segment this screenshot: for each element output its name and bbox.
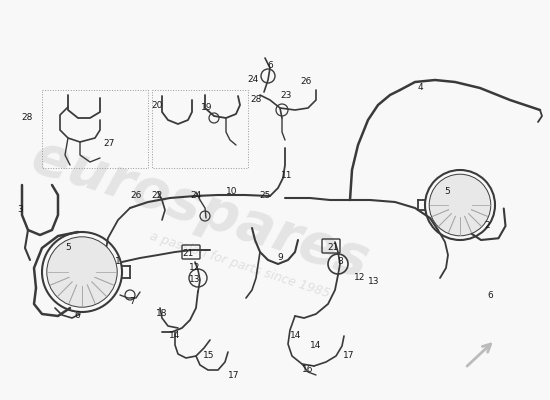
- Text: 13: 13: [368, 278, 379, 286]
- Text: 7: 7: [129, 298, 135, 306]
- Text: 22: 22: [151, 192, 163, 200]
- Text: 10: 10: [226, 188, 238, 196]
- Text: 28: 28: [21, 114, 32, 122]
- Circle shape: [429, 174, 491, 236]
- Text: 11: 11: [281, 172, 293, 180]
- Text: 12: 12: [354, 274, 366, 282]
- Text: 20: 20: [151, 100, 163, 110]
- Text: 15: 15: [204, 352, 214, 360]
- Text: 1: 1: [115, 258, 121, 266]
- Text: 17: 17: [228, 370, 240, 380]
- Text: 24: 24: [248, 76, 258, 84]
- Text: 5: 5: [444, 186, 450, 196]
- Text: 27: 27: [103, 138, 115, 148]
- Text: eurospares: eurospares: [25, 130, 375, 290]
- Text: 14: 14: [310, 340, 322, 350]
- Text: 13: 13: [189, 276, 201, 284]
- Text: 18: 18: [156, 308, 168, 318]
- Text: 24: 24: [190, 192, 202, 200]
- Text: 21: 21: [327, 244, 339, 252]
- Text: 26: 26: [130, 192, 142, 200]
- Text: 17: 17: [343, 350, 355, 360]
- Text: 6: 6: [487, 290, 493, 300]
- Text: 14: 14: [169, 330, 181, 340]
- Text: 16: 16: [302, 366, 313, 374]
- Text: 2: 2: [484, 220, 490, 230]
- Text: 6: 6: [267, 60, 273, 70]
- Text: 6: 6: [74, 310, 80, 320]
- Text: 26: 26: [300, 78, 312, 86]
- Text: 12: 12: [189, 264, 201, 272]
- Text: 14: 14: [290, 330, 302, 340]
- Text: 5: 5: [65, 242, 71, 252]
- Text: 28: 28: [250, 96, 262, 104]
- Text: 19: 19: [201, 102, 213, 112]
- Text: 23: 23: [280, 92, 292, 100]
- Text: 8: 8: [337, 258, 343, 266]
- Circle shape: [47, 237, 117, 307]
- Text: 3: 3: [17, 206, 23, 214]
- Text: 9: 9: [277, 252, 283, 262]
- Text: 4: 4: [417, 84, 423, 92]
- Text: 21: 21: [182, 248, 194, 258]
- Text: a passion for parts since 1985: a passion for parts since 1985: [148, 230, 332, 300]
- Text: 25: 25: [259, 192, 271, 200]
